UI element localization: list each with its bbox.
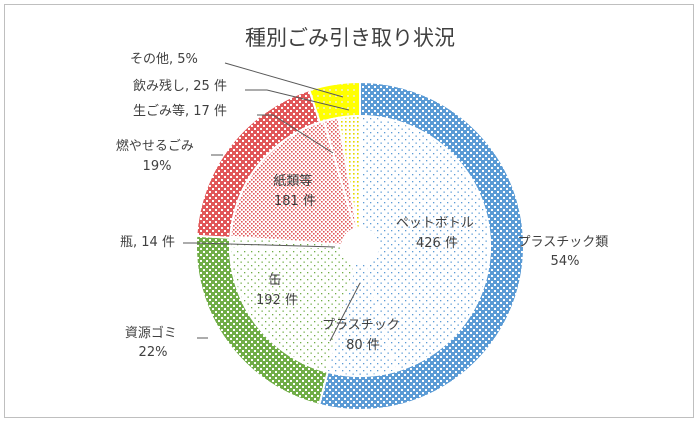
inner-ring <box>229 114 491 377</box>
inner-label-garbage: 生ごみ等, 17 件 <box>133 103 227 119</box>
chart-frame: 種別ごみ引き取り状況 プラスチック類 54% 資源ゴミ 22% 燃やせるごみ 1… <box>4 4 694 418</box>
outer-label-burnable: 燃やせるごみ 19% <box>116 138 198 174</box>
inner-label-can: 缶 192 件 <box>256 273 298 308</box>
leader-bottle <box>183 242 336 248</box>
leader-leftover <box>245 89 350 111</box>
chart-title: 種別ごみ引き取り状況 <box>245 26 455 50</box>
leader-garbage <box>257 114 334 154</box>
inner-label-bottle: 瓶, 14 件 <box>120 235 175 250</box>
inner-slice-5 <box>229 119 357 246</box>
sunburst-chart: 種別ごみ引き取り状況 プラスチック類 54% 資源ゴミ 22% 燃やせるごみ 1… <box>116 26 613 411</box>
inner-label-pet: ペットボトル 426 件 <box>396 216 478 251</box>
leader-other <box>224 62 344 98</box>
leader-lines <box>183 62 361 342</box>
inner-label-leftover: 飲み残し, 25 件 <box>133 78 227 94</box>
inner-label-paper: 紙類等 181 件 <box>273 173 316 209</box>
inner-slice-7 <box>337 114 361 230</box>
outer-label-resource: 資源ゴミ 22% <box>125 325 181 360</box>
leader-plastic <box>329 282 361 342</box>
inner-label-plastic: プラスチック 80 件 <box>322 318 404 353</box>
outer-label-plastic: プラスチック類 54% <box>518 235 613 269</box>
inner-slice-3 <box>229 245 357 373</box>
inner-slice-1 <box>359 114 491 373</box>
outer-label-other: その他, 5% <box>130 52 198 67</box>
